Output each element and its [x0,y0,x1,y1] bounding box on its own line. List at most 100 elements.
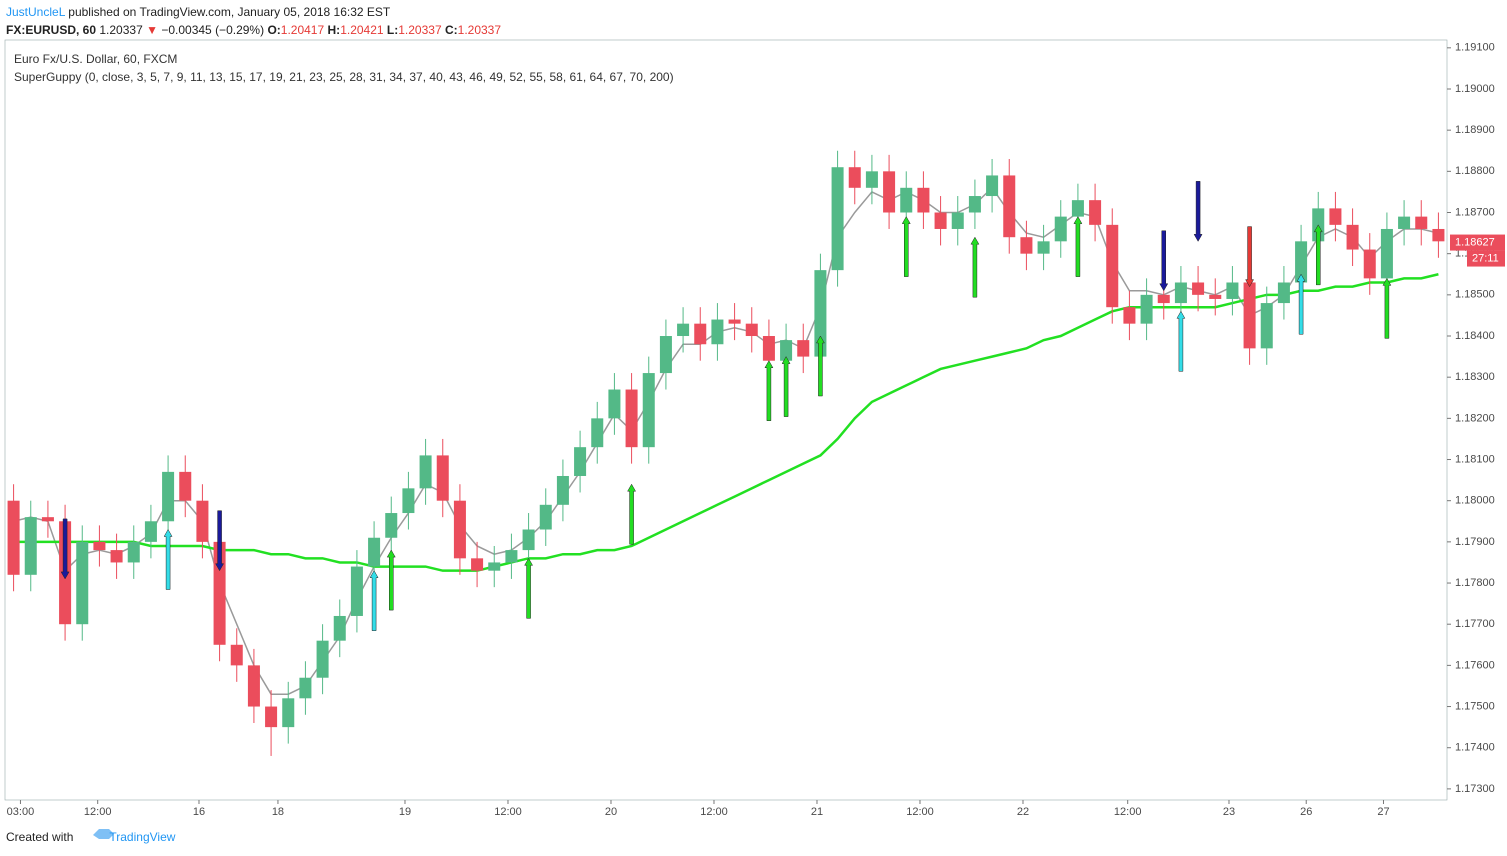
candle-body [1243,282,1256,349]
ohlc-key: O: [267,23,281,37]
candle-body [282,698,295,728]
candle-body [642,373,655,448]
ohlc-value: 1.20417 [280,23,325,37]
candle-body [780,340,793,361]
signal-arrow [386,549,396,611]
signal-arrow [163,529,173,590]
candle-body [419,455,432,489]
x-tick-label: 23 [1223,806,1235,818]
candle-body [848,167,861,188]
signal-arrow [1245,226,1255,288]
candle-body [1054,216,1067,242]
candle-body [1380,228,1393,279]
candle-body [1192,282,1205,295]
candle-body [368,537,381,567]
signal-arrow [781,356,791,417]
candle-body [951,212,964,229]
candle-body [591,418,604,448]
candle-body [1346,224,1359,250]
ohlc-key: L: [386,23,399,37]
signal-arrow [901,216,911,277]
candle-body [814,270,827,357]
y-tick-label: 1.18200 [1455,412,1495,424]
candle-body [1398,216,1411,229]
x-tick-label: 19 [399,806,411,818]
countdown-box [1467,250,1505,267]
chart-title: Euro Fx/U.S. Dollar, 60, FXCM [14,52,177,66]
candle-body [316,640,329,678]
signal-arrow [524,557,534,619]
candle-body [436,455,449,501]
brand-logo [93,829,114,839]
candle-body [1003,175,1016,238]
down-icon: ▼ [146,23,158,37]
y-tick-label: 1.17300 [1455,783,1495,795]
candle-body [1157,294,1170,304]
signal-arrow [1176,310,1186,372]
candle-body [934,212,947,229]
footer: Created with TradingView [6,830,175,844]
last-price-box [1450,234,1505,251]
candle-body [608,389,621,419]
indicator-label: SuperGuppy (0, close, 3, 5, 7, 9, 11, 13… [14,70,674,84]
signal-arrow [369,570,379,631]
candle-body [917,187,930,213]
symbol: FX:EURUSD, 60 [6,23,97,37]
author[interactable]: JustUncleL [6,5,65,19]
candle-body [24,517,37,575]
signal-arrow [1073,216,1083,277]
candle-body [1071,200,1084,217]
candle-body [1295,241,1308,283]
candle-body [179,471,192,501]
candle-body [762,336,775,361]
candle-body [1260,303,1273,349]
candle-body [213,541,226,645]
signal-arrow [815,335,825,397]
candle-body [883,171,896,213]
candle-body [127,541,140,563]
candle-body [505,550,518,563]
change: −0.00345 (−0.29%) [161,23,265,37]
candle-body [144,521,157,542]
candle-body [1037,241,1050,254]
candle-body [41,517,54,522]
signal-arrow [1193,181,1203,242]
candle-body [711,319,724,345]
candle-body [539,504,552,530]
y-tick-label: 1.18700 [1455,206,1495,218]
candle-body [385,513,398,538]
candle-body [1174,282,1187,304]
signal-arrow [1296,273,1306,335]
signal-arrow [970,236,980,298]
x-tick-label: 12:00 [700,806,728,818]
signal-arrow [1382,277,1392,339]
candle-body [196,500,209,542]
candle-body [265,706,278,728]
candle-body [1106,224,1119,308]
candle-body [299,677,312,699]
candle-body [402,488,415,514]
y-tick-label: 1.17900 [1455,536,1495,548]
candle-body [350,566,363,616]
plot-frame [4,39,1448,801]
candle-body [1020,237,1033,254]
candle-body [1415,216,1428,229]
candle-body [968,196,981,213]
candle-body [93,541,106,551]
candle-body [522,529,535,551]
x-tick-label: 12:00 [494,806,522,818]
countdown: 27:11 [1472,252,1499,264]
x-tick-label: 03:00 [7,806,35,818]
candle-body [556,475,569,505]
candle-body [488,562,501,571]
brand[interactable]: TradingView [109,830,176,844]
last-price-label: 1.18627 [1455,236,1495,248]
signal-arrow [60,518,70,580]
signal-arrow [627,483,637,545]
candle-body [453,500,466,559]
signal-arrow [1313,224,1323,286]
x-tick-label: 12:00 [84,806,112,818]
candle-body [1277,282,1290,304]
